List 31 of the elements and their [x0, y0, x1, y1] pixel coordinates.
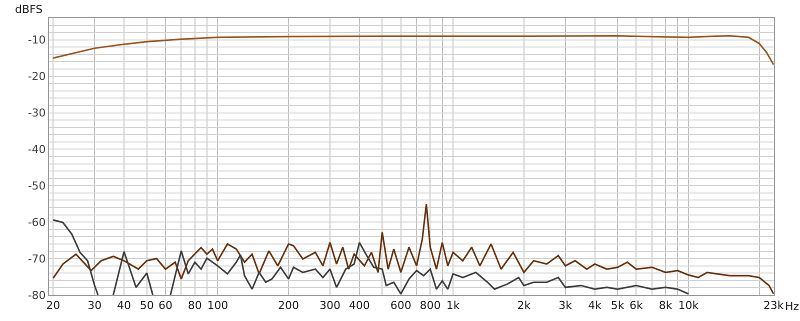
x-tick-label: 23k — [763, 299, 784, 312]
x-tick-label: 3k — [558, 299, 573, 312]
y-tick-label: -20 — [28, 70, 46, 84]
x-tick-label: 5k — [610, 299, 625, 312]
y-tick-label: -40 — [28, 143, 46, 156]
x-tick-label: 1k — [446, 299, 460, 312]
x-tick-label: 800 — [420, 299, 441, 312]
x-tick-label: 60 — [158, 299, 172, 312]
x-tick-label: 30 — [88, 299, 102, 312]
x-axis-title: Hz — [785, 300, 800, 313]
x-tick-label: 6k — [630, 299, 644, 312]
y-axis-title: dBFS — [15, 3, 43, 16]
x-tick-label: 4k — [588, 299, 602, 312]
y-tick-label: -10 — [28, 34, 46, 47]
x-tick-label: 100 — [207, 299, 228, 312]
y-tick-label: -60 — [28, 216, 46, 229]
x-tick-label: 600 — [390, 299, 412, 312]
x-tick-label: 80 — [188, 299, 202, 312]
y-tick-label: -30 — [28, 106, 46, 120]
y-tick-label: -50 — [28, 180, 46, 193]
x-tick-label: 20 — [46, 299, 60, 312]
x-tick-label: 400 — [348, 299, 370, 312]
x-tick-label: 10k — [678, 299, 700, 312]
x-tick-label: 200 — [278, 299, 300, 312]
x-tick-label: 2k — [517, 299, 532, 312]
x-tick-label: 50 — [140, 299, 154, 312]
y-tick-label: -80 — [28, 288, 46, 302]
x-tick-label: 300 — [319, 299, 340, 312]
x-tick-label: 40 — [117, 299, 132, 312]
y-tick-label: -70 — [28, 252, 46, 266]
x-tick-label: 8k — [658, 299, 673, 312]
